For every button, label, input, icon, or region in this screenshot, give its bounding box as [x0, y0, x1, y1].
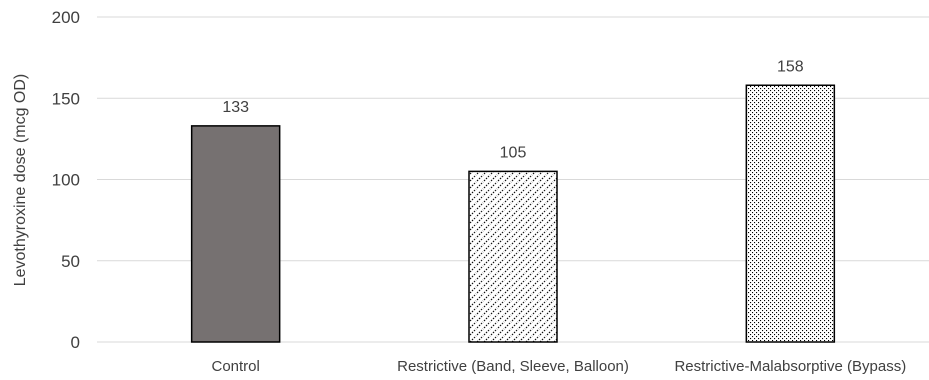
data-label: 133	[222, 99, 249, 116]
bar	[745, 84, 836, 343]
bars	[190, 84, 836, 343]
data-label: 158	[777, 58, 804, 75]
x-category-label: Control	[211, 358, 259, 375]
y-axis-ticks: 0 50 100 150 200	[52, 8, 80, 352]
x-category-label: Restrictive (Band, Sleeve, Balloon)	[397, 358, 629, 375]
x-category-label: Restrictive-Malabsorptive (Bypass)	[674, 358, 906, 375]
data-labels: 133 105 158	[222, 58, 803, 161]
bar	[468, 170, 558, 343]
x-axis-categories: Control Restrictive (Band, Sleeve, Balloo…	[211, 358, 906, 375]
y-tick-label: 150	[52, 89, 80, 108]
y-tick-label: 0	[71, 333, 80, 352]
y-axis-label: Levothyroxine dose (mcg OD)	[12, 74, 29, 287]
data-label: 105	[500, 144, 527, 161]
y-tick-label: 200	[52, 8, 80, 27]
bar	[190, 125, 281, 343]
y-tick-label: 50	[61, 252, 80, 271]
y-tick-label: 100	[52, 171, 80, 190]
